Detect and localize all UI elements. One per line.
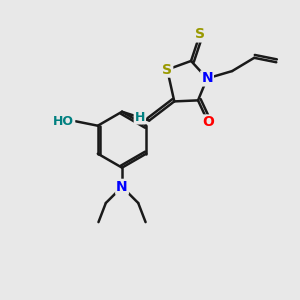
Text: S: S xyxy=(162,63,172,76)
Text: N: N xyxy=(201,71,213,85)
Text: S: S xyxy=(195,27,205,41)
Text: O: O xyxy=(202,116,214,130)
Text: HO: HO xyxy=(53,115,74,128)
Text: N: N xyxy=(116,180,128,194)
Text: H: H xyxy=(135,110,145,124)
